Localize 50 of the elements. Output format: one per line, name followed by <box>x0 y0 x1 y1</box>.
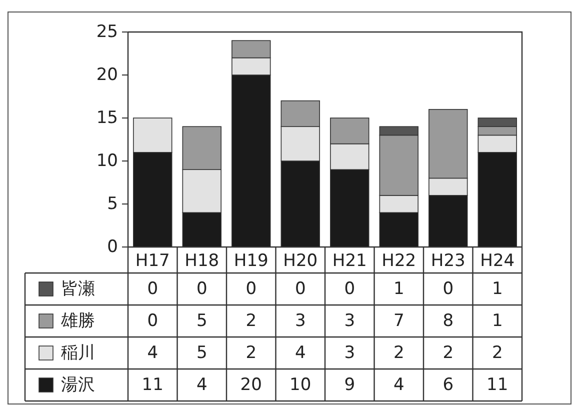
legend-label: 雄勝 <box>60 311 95 331</box>
legend-label: 稲川 <box>61 343 95 363</box>
y-tick-label: 0 <box>107 237 118 257</box>
legend-label: 皆瀬 <box>61 279 95 299</box>
data-label: 11 <box>142 375 164 395</box>
data-label: 7 <box>393 311 404 331</box>
x-tick-label: H21 <box>332 251 367 271</box>
data-label: 8 <box>442 311 454 331</box>
data-label: 5 <box>196 343 208 363</box>
data-label: 2 <box>393 343 404 363</box>
data-label: 0 <box>147 311 158 331</box>
data-label: 0 <box>246 279 257 299</box>
data-label: 3 <box>344 311 356 331</box>
y-tick-label: 20 <box>96 65 118 85</box>
y-tick-label: 10 <box>96 151 118 171</box>
data-label: 4 <box>294 343 306 363</box>
data-label: 20 <box>240 375 262 395</box>
data-label: 4 <box>196 375 208 395</box>
y-tick-label: 15 <box>96 108 118 128</box>
data-label: 0 <box>196 279 208 299</box>
data-label: 2 <box>246 311 257 331</box>
data-label: 0 <box>294 279 306 299</box>
data-label: 1 <box>492 279 503 299</box>
data-label: 0 <box>442 279 454 299</box>
x-tick-label: H22 <box>382 251 416 271</box>
x-tick-label: H19 <box>234 251 268 271</box>
legend-label: 湯沢 <box>61 375 95 395</box>
data-label: 9 <box>344 375 356 395</box>
x-tick-label: H24 <box>480 251 515 271</box>
data-label: 6 <box>442 375 454 395</box>
data-label: 4 <box>393 375 404 395</box>
data-label: 2 <box>492 343 503 363</box>
data-label: 0 <box>344 279 356 299</box>
data-label: 2 <box>246 343 257 363</box>
data-label: 11 <box>486 375 508 395</box>
data-label: 1 <box>393 279 404 299</box>
data-label: 2 <box>442 343 454 363</box>
data-label: 10 <box>290 375 312 395</box>
x-tick-label: H23 <box>430 251 466 271</box>
data-label: 0 <box>147 279 158 299</box>
y-tick-label: 25 <box>96 22 118 42</box>
x-tick-label: H18 <box>184 251 220 271</box>
y-tick-label: 5 <box>107 194 118 214</box>
x-tick-label: H20 <box>283 251 318 271</box>
x-tick-label: H17 <box>135 251 170 271</box>
data-label: 1 <box>492 311 503 331</box>
data-label: 3 <box>344 343 356 363</box>
data-label: 4 <box>147 343 158 363</box>
data-label: 3 <box>294 311 306 331</box>
data-label: 5 <box>196 311 208 331</box>
